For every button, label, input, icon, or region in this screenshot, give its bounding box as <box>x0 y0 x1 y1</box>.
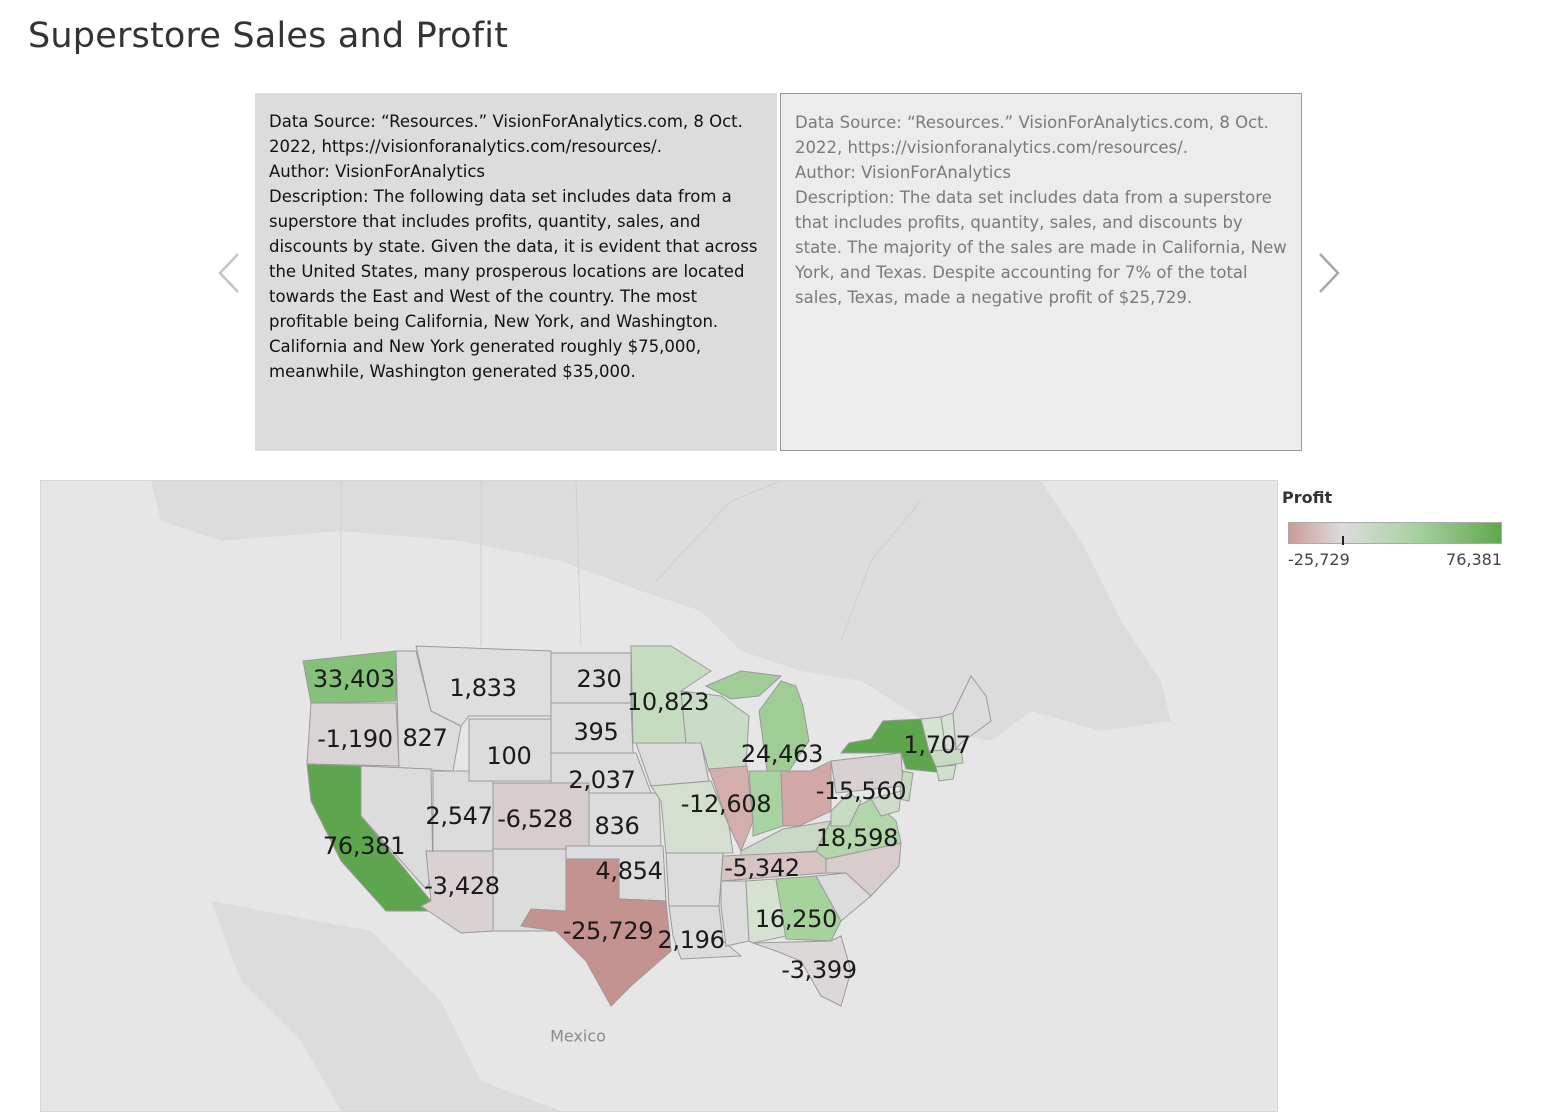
state-michigan-upper[interactable] <box>704 670 783 700</box>
card-source: Data Source: “Resources.” VisionForAnaly… <box>795 113 1269 157</box>
state-maine[interactable] <box>952 675 992 751</box>
state-washington[interactable] <box>302 650 397 704</box>
mexico-land <box>211 901 561 1111</box>
chevron-right-icon <box>1319 253 1340 293</box>
state-florida[interactable] <box>752 935 852 1007</box>
story-next-button[interactable] <box>1314 248 1344 298</box>
page-title: Superstore Sales and Profit <box>28 16 509 56</box>
legend-title: Profit <box>1282 488 1333 507</box>
profit-label: -12,608 <box>680 790 772 818</box>
profit-label: -3,399 <box>781 956 857 984</box>
profit-label: -3,428 <box>424 872 500 900</box>
state-arkansas[interactable] <box>665 852 724 907</box>
state-texas[interactable] <box>520 858 672 1007</box>
profit-label: 18,598 <box>815 824 899 852</box>
state-missouri[interactable] <box>650 780 734 854</box>
profit-label: 836 <box>594 812 640 840</box>
canada-land <box>151 481 1171 741</box>
profit-legend: Profit -25,729 76,381 <box>1282 488 1522 569</box>
profit-label: 76,381 <box>322 832 406 860</box>
profit-label: -5,342 <box>724 854 800 882</box>
legend-min-value: -25,729 <box>1288 550 1350 569</box>
profit-label: 230 <box>576 665 622 693</box>
chevron-left-icon <box>218 253 239 293</box>
profit-label: -15,560 <box>815 777 907 805</box>
state-connecticut[interactable] <box>935 764 957 782</box>
state-illinois[interactable] <box>708 765 754 853</box>
profit-label: -25,729 <box>562 917 654 945</box>
profit-label: 1,707 <box>903 731 971 759</box>
state-montana[interactable] <box>415 645 552 727</box>
profit-label: 33,403 <box>312 665 396 693</box>
canada-borders <box>340 481 922 647</box>
state-louisiana[interactable] <box>668 905 743 960</box>
place-label-mexico: Mexico <box>550 1026 606 1046</box>
card-description: Description: The data set includes data … <box>795 188 1287 307</box>
state-west-virginia[interactable] <box>830 792 862 827</box>
story-prev-button[interactable] <box>214 248 244 298</box>
profit-label: 2,547 <box>425 802 493 830</box>
legend-max-value: 76,381 <box>1446 550 1502 569</box>
story-point-1[interactable]: Data Source: “Resources.” VisionForAnaly… <box>255 93 777 451</box>
profit-label: -1,190 <box>317 725 393 753</box>
card-description: Description: The following data set incl… <box>269 187 758 381</box>
legend-zero-tick <box>1342 536 1344 545</box>
profit-label: 1,833 <box>449 674 517 702</box>
profit-label: 100 <box>486 742 532 770</box>
profit-label: 10,823 <box>626 688 710 716</box>
state-indiana[interactable] <box>748 770 784 837</box>
card-author: Author: VisionForAnalytics <box>795 163 1012 182</box>
profit-label: 16,250 <box>754 905 838 933</box>
profit-label: -6,528 <box>497 805 573 833</box>
card-source: Data Source: “Resources.” VisionForAnaly… <box>269 112 743 156</box>
profit-label: 827 <box>402 724 448 752</box>
state-new-jersey[interactable] <box>898 770 914 802</box>
state-maryland[interactable] <box>870 790 902 817</box>
profit-label: 24,463 <box>740 740 824 768</box>
state-alabama[interactable] <box>745 878 787 944</box>
state-mississippi[interactable] <box>720 880 750 947</box>
legend-color-ramp <box>1288 522 1502 544</box>
map-canvas <box>41 481 1277 1111</box>
profit-label: 4,854 <box>595 857 663 885</box>
card-author: Author: VisionForAnalytics <box>269 162 486 181</box>
profit-label: 395 <box>573 718 619 746</box>
profit-map[interactable]: Mexico 33,403 1,833 230 10,823 -1,190 82… <box>40 480 1278 1112</box>
profit-label: 2,196 <box>657 926 725 954</box>
story-point-2[interactable]: Data Source: “Resources.” VisionForAnaly… <box>780 93 1302 451</box>
profit-label: 2,037 <box>568 766 636 794</box>
state-massachusetts[interactable] <box>928 748 964 768</box>
